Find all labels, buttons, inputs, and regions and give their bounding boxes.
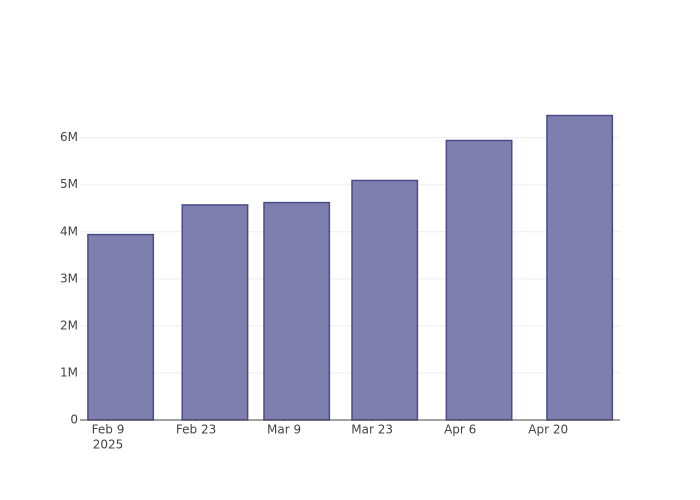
y-tick-label: 1M: [60, 365, 78, 379]
y-tick-label: 3M: [60, 271, 78, 285]
y-tick-label: 5M: [60, 177, 78, 191]
bar: [445, 139, 513, 421]
x-tick-label: Feb 9: [92, 423, 125, 437]
x-tick-label: Apr 20: [528, 423, 568, 437]
y-tick-label: 2M: [60, 318, 78, 332]
y-tick-label: 6M: [60, 130, 78, 144]
x-tick-label: Feb 23: [176, 423, 216, 437]
x-tick-label: Mar 9: [267, 423, 301, 437]
bar: [181, 204, 249, 421]
bar: [546, 114, 614, 421]
bar: [263, 201, 331, 421]
x-tick-label: Apr 6: [444, 423, 476, 437]
y-tick-label: 0: [70, 413, 78, 427]
x-tick-label: Mar 23: [351, 423, 393, 437]
y-tick-label: 4M: [60, 224, 78, 238]
bar: [87, 233, 155, 421]
bar: [351, 179, 419, 421]
x-year-label: 2025: [93, 438, 124, 452]
